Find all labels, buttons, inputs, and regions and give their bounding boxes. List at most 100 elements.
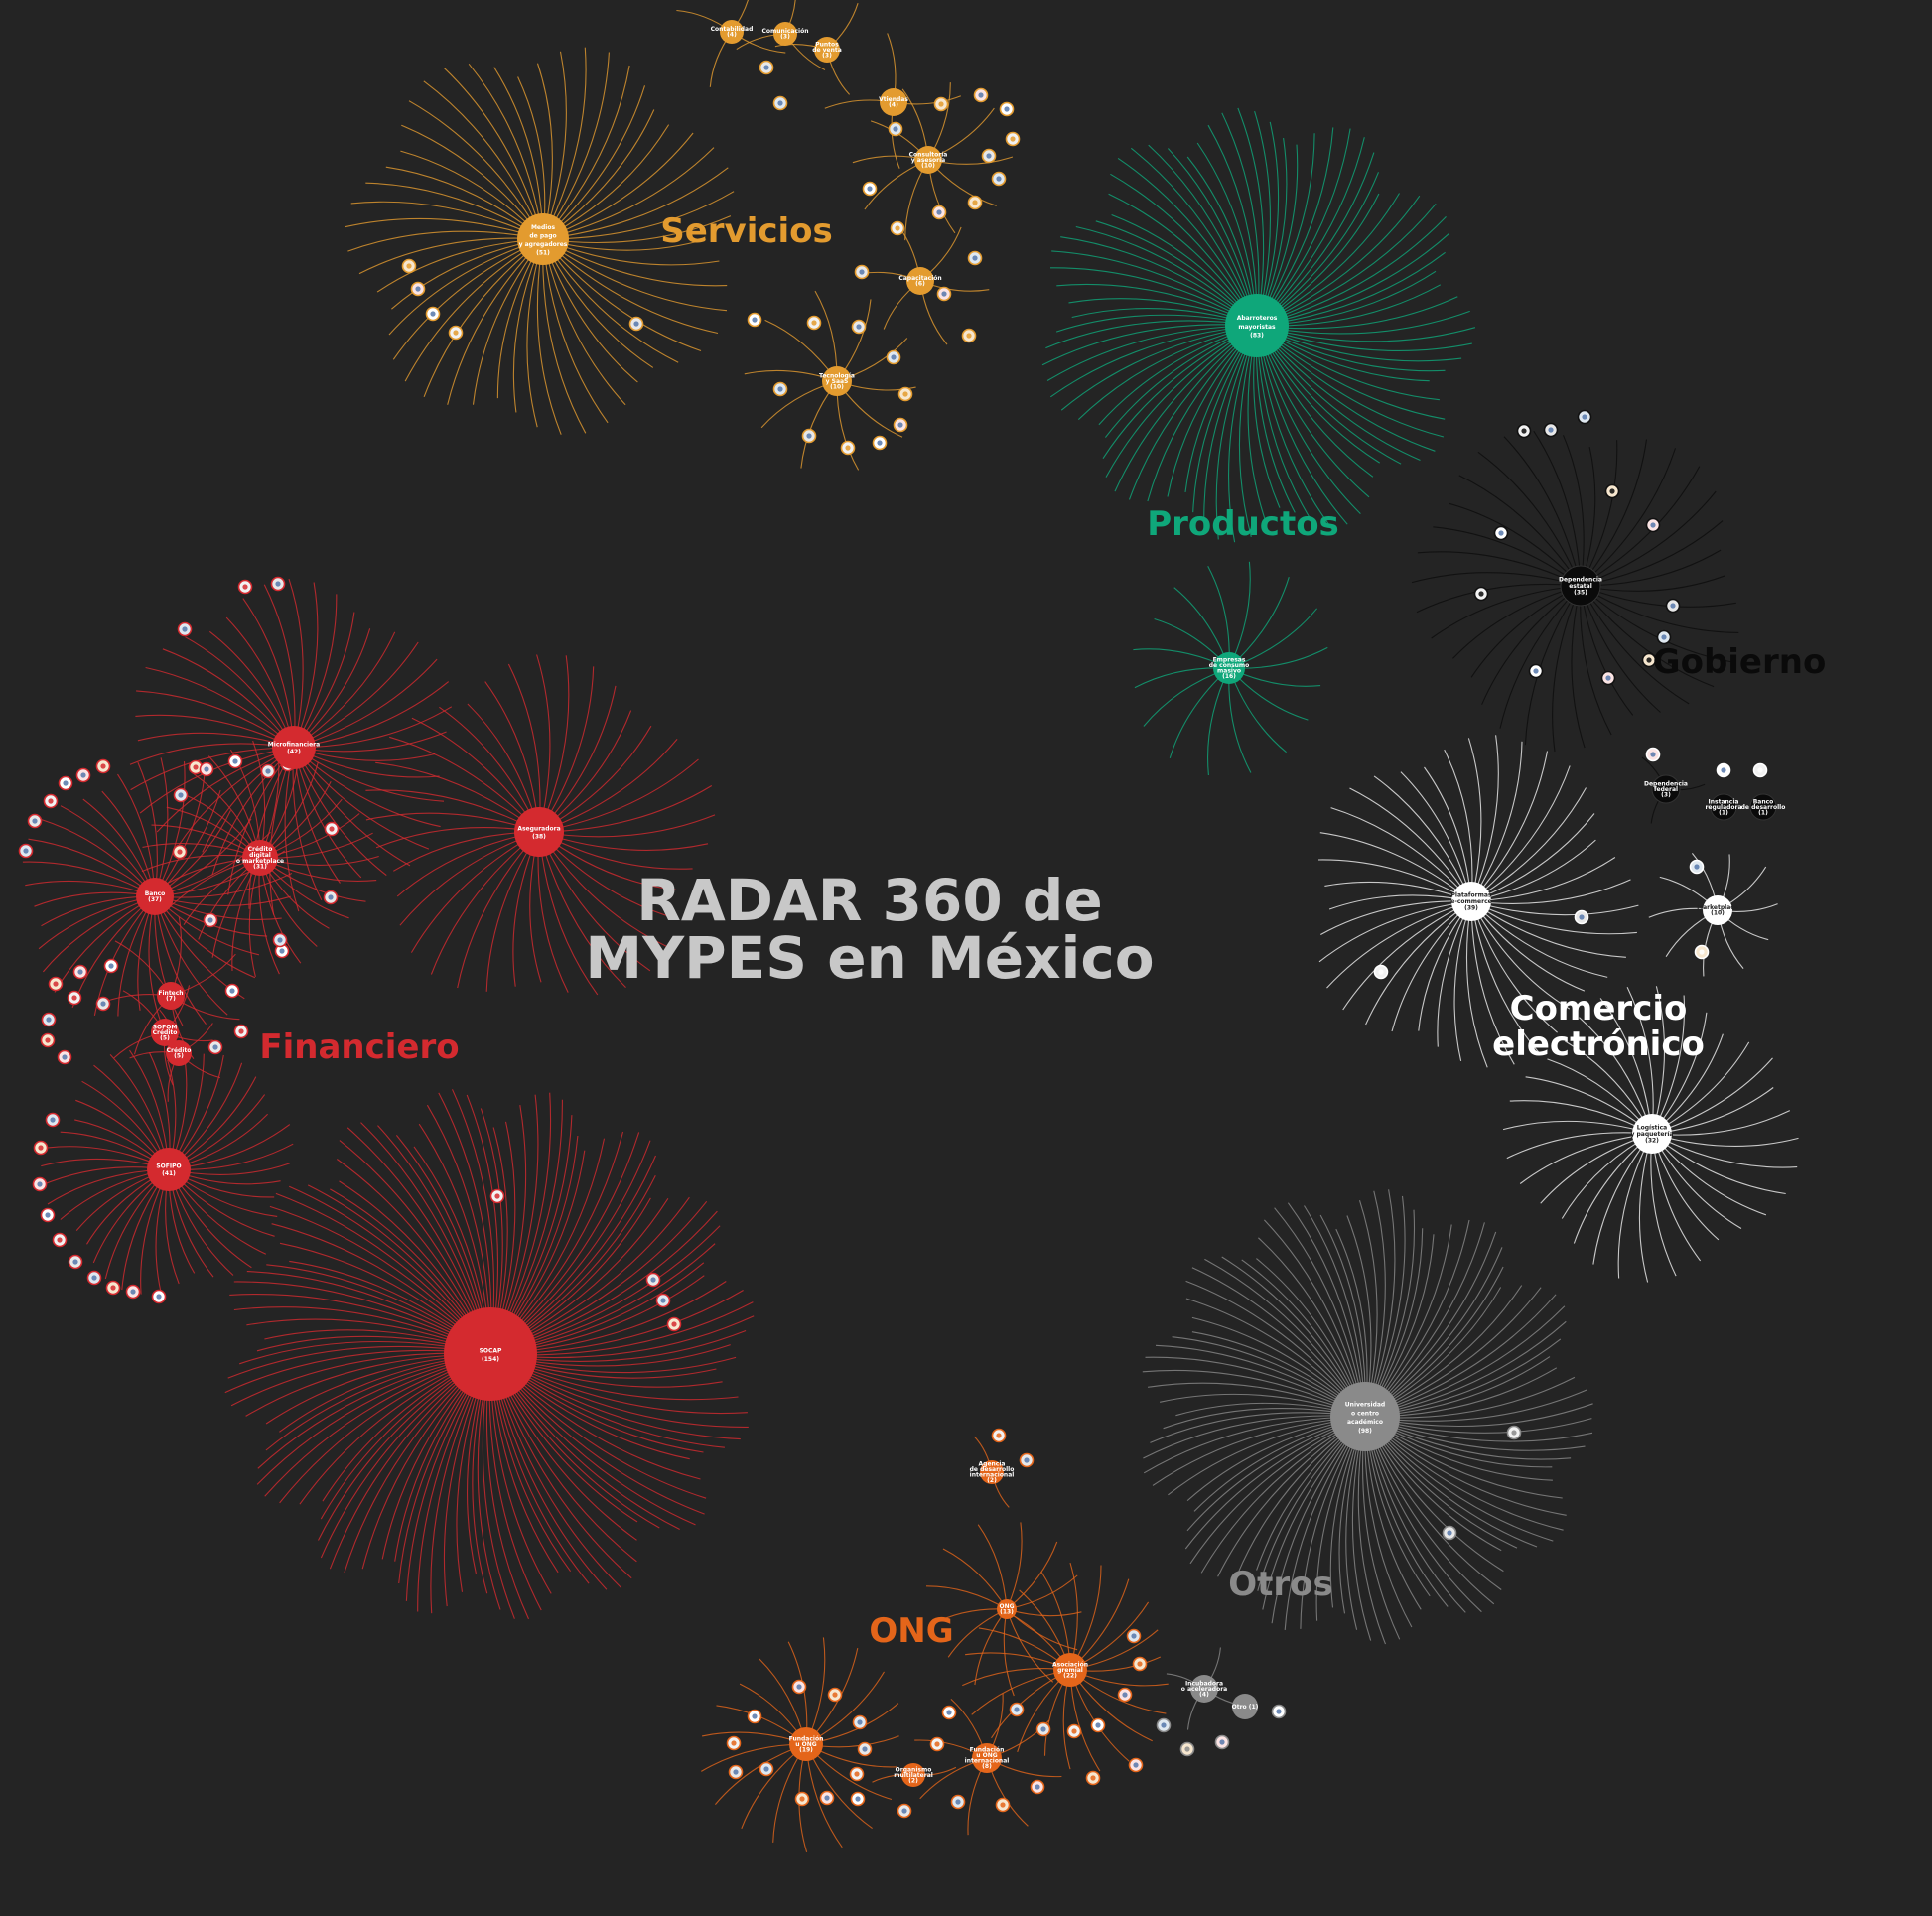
organization-logo-node[interactable] (125, 1284, 141, 1300)
organization-logo-node[interactable] (33, 1140, 49, 1156)
organization-logo-node[interactable] (929, 1736, 945, 1752)
organization-logo-node[interactable] (224, 983, 240, 999)
organization-logo-node[interactable] (827, 1687, 843, 1703)
organization-logo-node[interactable] (852, 1714, 868, 1730)
organization-logo-node[interactable] (991, 1428, 1007, 1443)
organization-logo-node[interactable] (1090, 1717, 1106, 1733)
organization-logo-node[interactable] (1442, 1525, 1457, 1541)
organization-logo-node[interactable] (95, 996, 111, 1012)
organization-logo-node[interactable] (854, 264, 870, 280)
organization-logo-node[interactable] (1645, 517, 1661, 533)
hub-sofipo[interactable]: SOFIPO(41) (147, 1148, 191, 1191)
organization-logo-node[interactable] (57, 1049, 72, 1065)
organization-logo-node[interactable] (1019, 1452, 1035, 1468)
organization-logo-node[interactable] (872, 435, 888, 451)
organization-logo-node[interactable] (819, 1790, 835, 1806)
organization-logo-node[interactable] (1689, 859, 1705, 875)
organization-logo-node[interactable] (173, 787, 189, 803)
organization-logo-node[interactable] (324, 821, 340, 837)
organization-logo-node[interactable] (933, 96, 949, 112)
organization-logo-node[interactable] (1528, 663, 1544, 679)
organization-logo-node[interactable] (1214, 1734, 1230, 1750)
organization-logo-node[interactable] (1085, 1770, 1101, 1786)
organization-logo-node[interactable] (1493, 525, 1509, 541)
organization-logo-node[interactable] (1179, 1741, 1195, 1757)
organization-logo-node[interactable] (950, 1794, 966, 1810)
organization-logo-node[interactable] (794, 1791, 810, 1807)
organization-logo-node[interactable] (1752, 762, 1768, 778)
organization-logo-node[interactable] (728, 1764, 744, 1780)
organization-logo-node[interactable] (967, 195, 983, 210)
organization-logo-node[interactable] (52, 1232, 68, 1248)
organization-logo-node[interactable] (981, 148, 997, 164)
organization-logo-node[interactable] (75, 767, 91, 783)
organization-logo-node[interactable] (1005, 131, 1021, 147)
organization-logo-node[interactable] (1641, 652, 1657, 668)
organization-logo-node[interactable] (43, 793, 59, 809)
organization-logo-node[interactable] (86, 1270, 102, 1286)
organization-logo-node[interactable] (489, 1188, 505, 1204)
organization-logo-node[interactable] (862, 181, 878, 197)
organization-logo-node[interactable] (199, 761, 214, 777)
organization-logo-node[interactable] (961, 328, 977, 343)
organization-logo-node[interactable] (897, 386, 913, 402)
organization-logo-node[interactable] (791, 1679, 807, 1695)
organization-logo-node[interactable] (893, 417, 908, 433)
organization-logo-node[interactable] (410, 281, 426, 297)
hub-fintech[interactable]: Fintech(7) (157, 982, 185, 1010)
organization-logo-node[interactable] (237, 579, 253, 595)
organization-logo-node[interactable] (759, 60, 774, 75)
organization-logo-node[interactable] (1577, 409, 1592, 425)
organization-logo-node[interactable] (886, 349, 901, 365)
organization-logo-node[interactable] (759, 1761, 774, 1777)
organization-logo-node[interactable] (726, 1735, 742, 1751)
organization-logo-node[interactable] (941, 1705, 957, 1720)
organization-logo-node[interactable] (401, 258, 417, 274)
organization-logo-node[interactable] (967, 250, 983, 266)
organization-logo-node[interactable] (48, 976, 64, 992)
organization-logo-node[interactable] (1156, 1717, 1172, 1733)
organization-logo-node[interactable] (1543, 422, 1559, 438)
hub-comunicacion[interactable]: Comunicación(3) (762, 22, 809, 46)
organization-logo-node[interactable] (270, 576, 286, 592)
organization-logo-node[interactable] (645, 1272, 661, 1288)
organization-logo-node[interactable] (1716, 762, 1731, 778)
hub-capacitacion[interactable]: Capacitación(6) (898, 267, 942, 295)
hub-marketplace[interactable]: Marketplace(10) (1697, 895, 1738, 925)
hub-abarroteros[interactable]: Abarroteros mayoristas (83) (1225, 294, 1289, 357)
organization-logo-node[interactable] (227, 753, 243, 769)
organization-logo-node[interactable] (1506, 1425, 1522, 1440)
organization-logo-node[interactable] (448, 325, 464, 341)
organization-logo-node[interactable] (68, 1254, 83, 1270)
hub-vtiendas[interactable]: Vtiendas(4) (879, 88, 908, 116)
organization-logo-node[interactable] (40, 1207, 56, 1223)
organization-logo-node[interactable] (890, 220, 905, 236)
organization-logo-node[interactable] (1694, 944, 1710, 960)
organization-logo-node[interactable] (1645, 747, 1661, 762)
organization-logo-node[interactable] (628, 316, 644, 332)
organization-logo-node[interactable] (666, 1316, 682, 1332)
organization-logo-node[interactable] (1373, 964, 1389, 980)
organization-logo-node[interactable] (1574, 909, 1589, 925)
organization-logo-node[interactable] (272, 932, 288, 948)
organization-logo-node[interactable] (27, 813, 43, 829)
organization-logo-node[interactable] (995, 1797, 1011, 1813)
organization-logo-node[interactable] (1473, 586, 1489, 602)
organization-logo-node[interactable] (40, 1032, 56, 1048)
hub-microfinanciera[interactable]: Microfinanciera(42) (268, 726, 320, 769)
organization-logo-node[interactable] (655, 1293, 671, 1308)
organization-logo-node[interactable] (260, 763, 276, 779)
organization-logo-node[interactable] (95, 758, 111, 774)
